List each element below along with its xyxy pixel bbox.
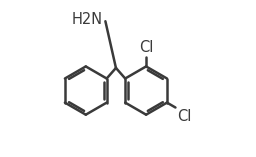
Text: Cl: Cl [139, 40, 153, 55]
Text: H2N: H2N [71, 12, 102, 27]
Text: Cl: Cl [177, 109, 191, 124]
